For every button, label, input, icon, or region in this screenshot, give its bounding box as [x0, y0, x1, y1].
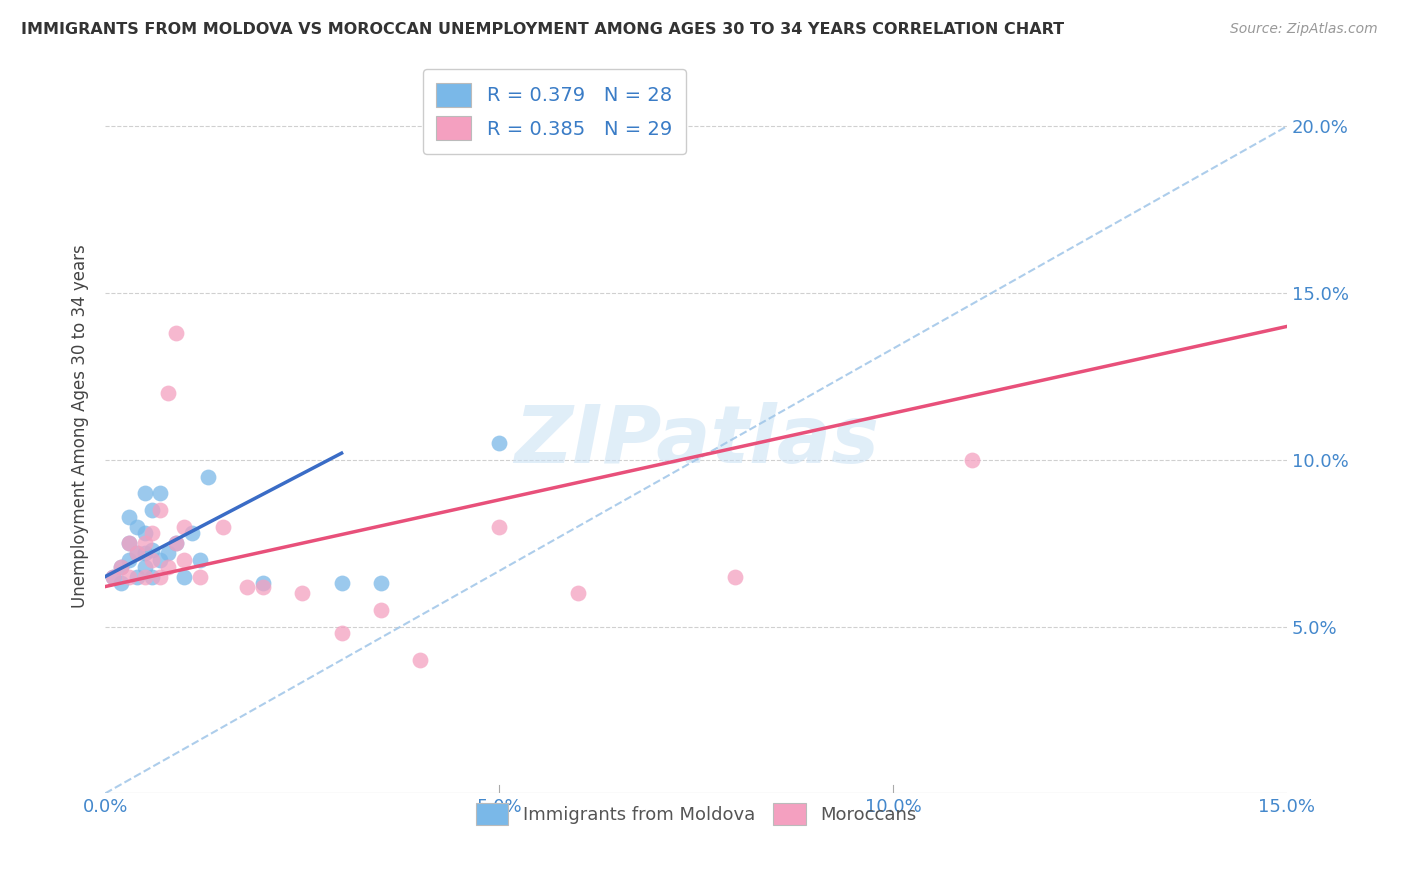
Text: IMMIGRANTS FROM MOLDOVA VS MOROCCAN UNEMPLOYMENT AMONG AGES 30 TO 34 YEARS CORRE: IMMIGRANTS FROM MOLDOVA VS MOROCCAN UNEM…: [21, 22, 1064, 37]
Point: [188, 569, 211, 583]
Point: [134, 569, 156, 583]
Point: [101, 569, 124, 583]
Point: [134, 486, 156, 500]
Point: [110, 559, 132, 574]
Point: [125, 546, 148, 560]
Point: [110, 559, 132, 574]
Point: [118, 536, 141, 550]
Text: ZIPatlas: ZIPatlas: [513, 402, 879, 480]
Point: [330, 576, 353, 591]
Point: [134, 526, 156, 541]
Point: [165, 326, 187, 340]
Point: [118, 569, 141, 583]
Point: [141, 553, 163, 567]
Text: Source: ZipAtlas.com: Source: ZipAtlas.com: [1230, 22, 1378, 37]
Point: [165, 536, 187, 550]
Point: [118, 536, 141, 550]
Point: [134, 559, 156, 574]
Point: [173, 519, 195, 533]
Point: [118, 553, 141, 567]
Point: [330, 626, 353, 640]
Point: [125, 519, 148, 533]
Point: [149, 569, 172, 583]
Point: [134, 536, 156, 550]
Point: [370, 576, 392, 591]
Point: [149, 553, 172, 567]
Point: [141, 503, 163, 517]
Point: [197, 469, 219, 483]
Point: [724, 569, 747, 583]
Point: [157, 386, 180, 401]
Point: [173, 569, 195, 583]
Point: [188, 553, 211, 567]
Point: [488, 519, 510, 533]
Point: [212, 519, 235, 533]
Point: [157, 546, 180, 560]
Point: [149, 486, 172, 500]
Legend: Immigrants from Moldova, Moroccans: Immigrants from Moldova, Moroccans: [465, 792, 927, 836]
Point: [125, 546, 148, 560]
Point: [110, 576, 132, 591]
Point: [101, 569, 124, 583]
Point: [173, 553, 195, 567]
Point: [409, 653, 432, 667]
Point: [141, 569, 163, 583]
Point: [141, 526, 163, 541]
Point: [125, 569, 148, 583]
Point: [165, 536, 187, 550]
Point: [134, 546, 156, 560]
Point: [291, 586, 314, 600]
Point: [149, 503, 172, 517]
Y-axis label: Unemployment Among Ages 30 to 34 years: Unemployment Among Ages 30 to 34 years: [72, 244, 89, 608]
Point: [118, 509, 141, 524]
Point: [370, 603, 392, 617]
Point: [252, 576, 274, 591]
Point: [252, 580, 274, 594]
Point: [236, 580, 259, 594]
Point: [141, 542, 163, 557]
Point: [960, 453, 983, 467]
Point: [567, 586, 589, 600]
Point: [157, 559, 180, 574]
Point: [180, 526, 202, 541]
Point: [488, 436, 510, 450]
